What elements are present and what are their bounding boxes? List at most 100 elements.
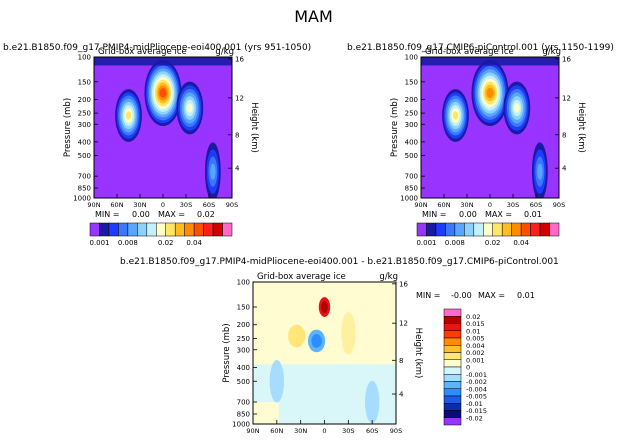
max-label: MAX = bbox=[158, 210, 185, 219]
x-tick-label: 30S bbox=[180, 201, 192, 209]
y-tick-label: 1000 bbox=[400, 195, 418, 203]
panel-units: g/kg bbox=[542, 47, 561, 57]
colorbar-cell bbox=[156, 222, 166, 237]
y2-tick-label: 16 bbox=[399, 280, 408, 288]
y-tick-label: 200 bbox=[405, 96, 418, 104]
y-tick-label: 850 bbox=[237, 410, 250, 418]
colorbar-cell bbox=[443, 388, 462, 397]
colorbar-label: 0.015 bbox=[466, 320, 485, 328]
max-label: MAX = bbox=[478, 291, 505, 300]
colorbar-cell bbox=[108, 222, 119, 237]
y-tick-label: 150 bbox=[405, 78, 418, 86]
x-tick-label: 60N bbox=[110, 201, 123, 209]
colorbar-cell bbox=[212, 222, 223, 237]
colorbar-cell bbox=[443, 366, 462, 375]
x-tick-label: 0 bbox=[161, 201, 165, 209]
y2-tick-label: 4 bbox=[562, 165, 567, 173]
y-tick-label: 400 bbox=[78, 138, 91, 146]
colorbar-cell bbox=[426, 222, 437, 237]
colorbar-cell bbox=[443, 316, 462, 324]
colorbar-cell bbox=[539, 222, 550, 237]
diff-core-neg bbox=[311, 334, 322, 348]
min-label: MIN = bbox=[95, 210, 120, 219]
colorbar-label: -0.01 bbox=[466, 400, 483, 408]
max-value: 0.01 bbox=[524, 210, 542, 219]
colorbar-cell bbox=[443, 352, 462, 360]
colorbar-cell bbox=[193, 222, 204, 237]
colorbar-label: -0.001 bbox=[466, 371, 487, 379]
contour-3-4 bbox=[210, 163, 216, 180]
y2-tick-label: 16 bbox=[562, 55, 571, 63]
colorbar-cell bbox=[203, 222, 214, 237]
y-tick-label: 200 bbox=[78, 96, 91, 104]
colorbar-cell bbox=[443, 323, 462, 331]
panel-panel_b: b.e21.B1850.f09_g17.CMIP6-piControl.001 … bbox=[347, 43, 614, 247]
y-tick-label: 700 bbox=[78, 173, 91, 181]
x-tick-label: 60S bbox=[203, 201, 215, 209]
colorbar-cell bbox=[443, 308, 462, 317]
x-tick-label: 90N bbox=[246, 427, 259, 435]
colorbar-label: -0.005 bbox=[466, 393, 487, 401]
y2-tick-label: 8 bbox=[399, 357, 403, 365]
panel-title: b.e21.B1850.f09_g17.PMIP4-midPliocene-eo… bbox=[3, 43, 311, 53]
page-title: MAM bbox=[294, 7, 333, 26]
y-tick-label: 500 bbox=[78, 152, 91, 160]
colorbar-cell bbox=[443, 395, 462, 404]
colorbar-cell bbox=[473, 222, 484, 237]
contour-2-7 bbox=[187, 103, 193, 113]
min-value: -0.00 bbox=[451, 291, 472, 300]
y-tick-label: 700 bbox=[237, 399, 250, 407]
max-value: 0.01 bbox=[517, 291, 535, 300]
colorbar-label: 0.04 bbox=[513, 239, 529, 247]
field bbox=[253, 282, 396, 424]
y2-tick-label: 16 bbox=[235, 55, 244, 63]
colorbar-label: 0.008 bbox=[445, 239, 465, 247]
x-tick-label: 90N bbox=[87, 201, 100, 209]
colorbar-label: 0.02 bbox=[485, 239, 501, 247]
y-tick-label: 850 bbox=[78, 185, 91, 193]
colorbar-label: -0.02 bbox=[466, 414, 483, 422]
min-value: 0.00 bbox=[132, 210, 150, 219]
colorbar-cell bbox=[549, 222, 560, 237]
max-label: MAX = bbox=[485, 210, 512, 219]
diff-core bbox=[321, 301, 328, 313]
colorbar-cell bbox=[520, 222, 531, 237]
y2-tick-label: 4 bbox=[235, 165, 240, 173]
contour-2-7 bbox=[514, 103, 520, 113]
y-tick-label: 400 bbox=[405, 138, 418, 146]
y2-tick-label: 12 bbox=[235, 94, 244, 102]
y-axis-label: Pressure (mb) bbox=[222, 323, 232, 382]
x-tick-label: 0 bbox=[488, 201, 492, 209]
min-value: 0.00 bbox=[459, 210, 477, 219]
colorbar-cell bbox=[89, 222, 100, 237]
x-tick-label: 90S bbox=[390, 427, 402, 435]
colorbar-cell bbox=[492, 222, 503, 237]
contour-1-8 bbox=[125, 111, 132, 120]
contour-3-4 bbox=[537, 163, 543, 180]
y2-tick-label: 12 bbox=[399, 320, 408, 328]
colorbar-label: 0.002 bbox=[466, 349, 485, 357]
colorbar-cell bbox=[511, 222, 522, 237]
colorbar-cell bbox=[165, 222, 176, 237]
y-tick-label: 200 bbox=[237, 321, 250, 329]
panel-units: g/kg bbox=[215, 47, 234, 57]
y2-tick-label: 12 bbox=[562, 94, 571, 102]
y-tick-label: 500 bbox=[237, 378, 250, 386]
y2-tick-label: 8 bbox=[235, 131, 239, 139]
colorbar-cell bbox=[416, 222, 427, 237]
colorbar-cell bbox=[483, 222, 493, 237]
x-tick-label: 60N bbox=[437, 201, 450, 209]
colorbar-cell bbox=[127, 222, 138, 237]
colorbar-cell bbox=[99, 222, 110, 237]
y-axis-label: Pressure (mb) bbox=[63, 98, 73, 157]
colorbar-cell bbox=[445, 222, 456, 237]
x-tick-label: 0 bbox=[322, 427, 326, 435]
colorbar-cell bbox=[443, 381, 462, 389]
y2-axis-label: Height (km) bbox=[576, 102, 586, 153]
panel-subtitle: Grid-box average ice bbox=[98, 47, 187, 57]
diff-contour-2 bbox=[288, 324, 306, 348]
y-tick-label: 250 bbox=[78, 110, 91, 118]
y-tick-label: 500 bbox=[405, 152, 418, 160]
panel-title: b.e21.B1850.f09_g17.CMIP6-piControl.001 … bbox=[347, 43, 614, 53]
